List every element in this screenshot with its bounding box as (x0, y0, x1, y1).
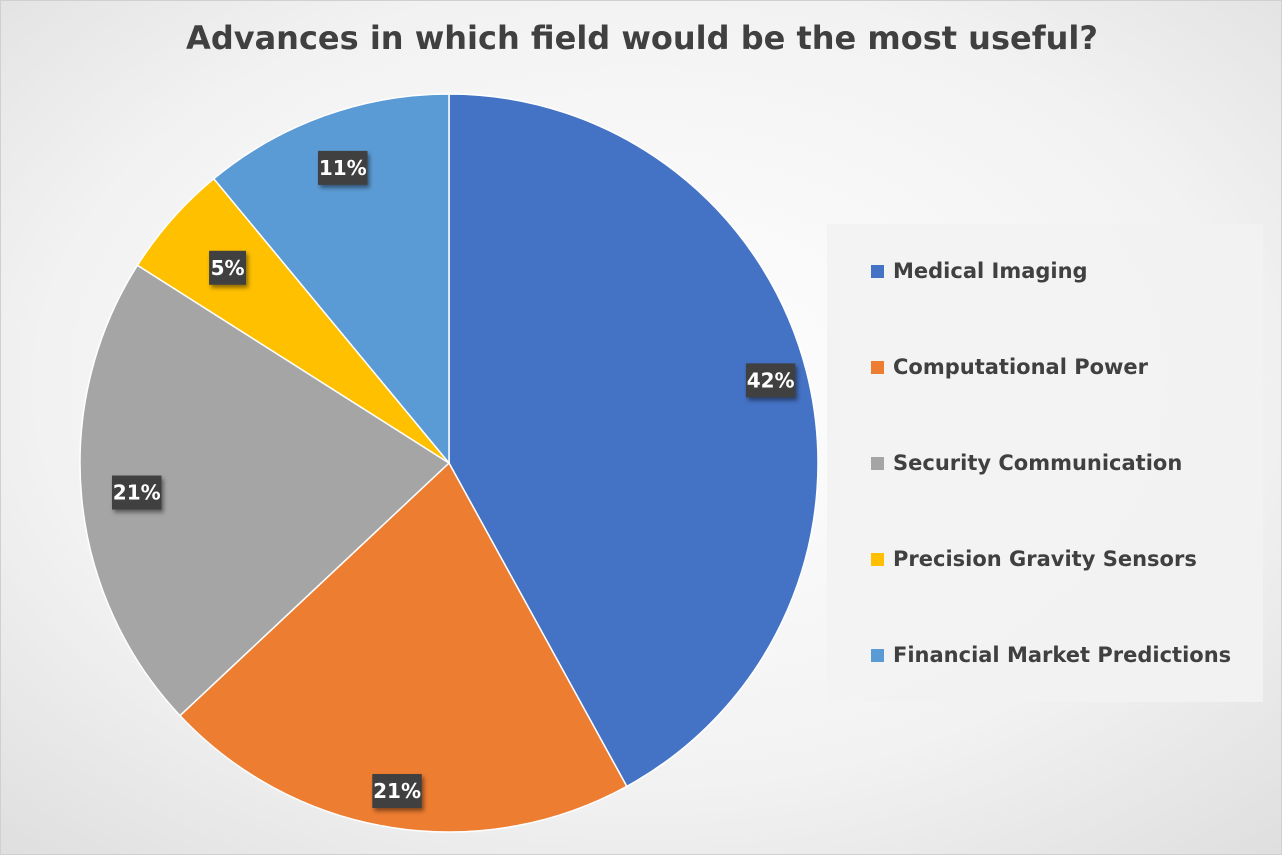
pie-slice-financial-market-predictions (212, 93, 450, 466)
pie-slice-computational-power (178, 461, 628, 833)
legend-swatch (871, 360, 884, 374)
pie-data-labels: 42% 21% 21% 5% 11% (111, 150, 796, 809)
data-label-text: 42% (747, 368, 795, 392)
legend-label: Medical Imaging (893, 259, 1088, 283)
data-label-security-communication: 21% (111, 475, 162, 510)
legend-swatch (871, 552, 884, 566)
data-label-medical-imaging: 42% (745, 363, 796, 398)
data-label-box (372, 774, 422, 809)
data-label-financial-market-predictions: 11% (318, 150, 368, 185)
legend-swatch (871, 456, 884, 470)
legend-label: Precision Gravity Sensors (893, 547, 1197, 571)
pie-slice-security-communication (79, 264, 451, 717)
legend-label: Security Communication (893, 451, 1183, 475)
data-label-text: 21% (113, 481, 161, 505)
data-label-computational-power: 21% (372, 774, 422, 809)
legend-label: Computational Power (893, 355, 1149, 379)
legend-swatch (871, 648, 884, 662)
data-label-box (209, 250, 247, 285)
legend-item-financial-market-predictions: Financial Market Predictions (871, 640, 1231, 670)
legend-swatch (871, 264, 884, 278)
legend: Medical Imaging Computational Power Securi… (827, 224, 1263, 702)
legend-label: Financial Market Predictions (893, 643, 1232, 667)
data-label-box (318, 150, 368, 185)
pie-slices (79, 93, 819, 833)
legend-item-computational-power: Computational Power (871, 352, 1148, 382)
pie-slice-medical-imaging (448, 93, 819, 788)
data-label-box (745, 363, 796, 398)
legend-item-precision-gravity-sensors: Precision Gravity Sensors (871, 544, 1197, 574)
legend-item-medical-imaging: Medical Imaging (871, 256, 1088, 286)
data-label-text: 21% (373, 779, 421, 803)
data-label-precision-gravity-sensors: 5% (209, 250, 247, 285)
chart-title: Advances in which field would be the mos… (186, 19, 1098, 57)
data-label-text: 5% (211, 256, 245, 280)
data-label-box (111, 475, 162, 510)
data-label-text: 11% (319, 156, 367, 180)
legend-item-security-communication: Security Communication (871, 448, 1182, 478)
